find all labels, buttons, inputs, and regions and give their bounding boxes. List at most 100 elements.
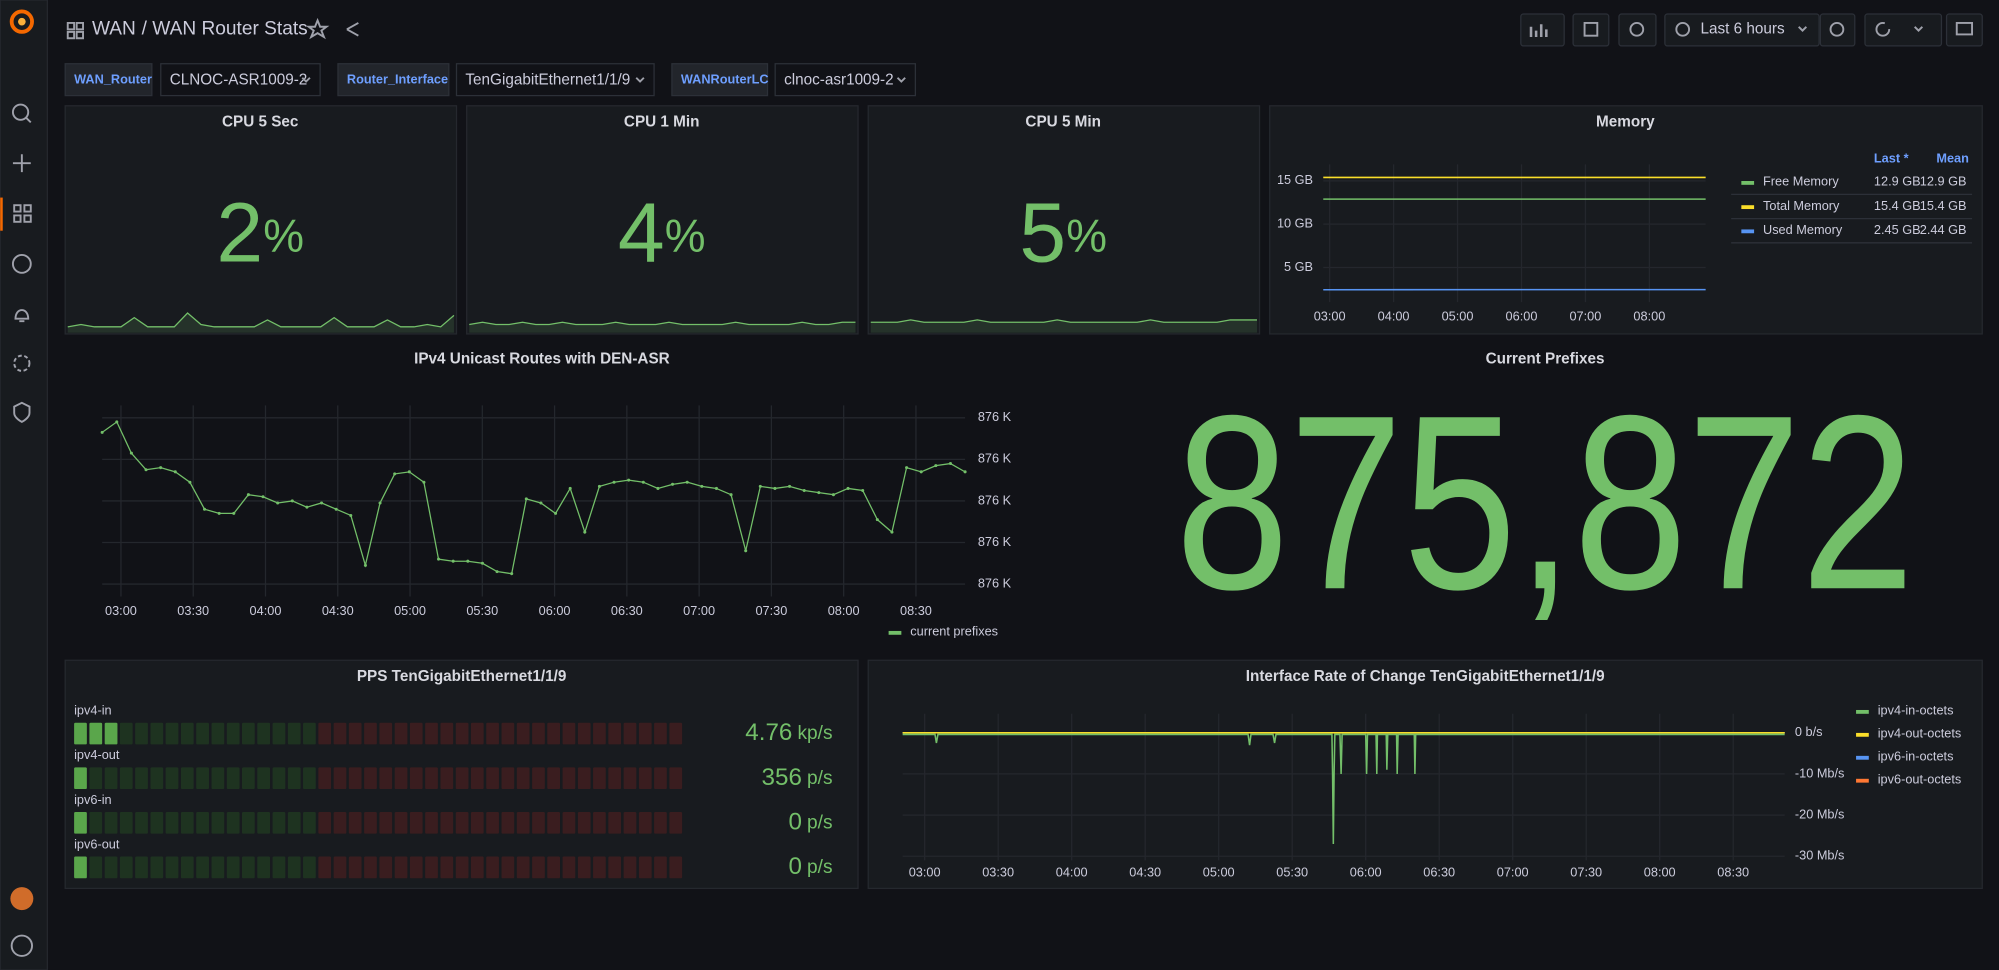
star-button[interactable] [305,17,330,40]
gauge-cell [470,856,484,879]
x-tick-label: 04:00 [1056,864,1088,879]
stat-number: 2 [216,186,263,280]
y-tick-label: -10 Mb/s [1795,765,1845,780]
variable-select[interactable] [160,63,321,97]
gauge-cell [486,811,499,834]
config-icon[interactable] [13,354,31,372]
legend-value: 2.45 GB [1874,222,1921,237]
series-point [100,430,104,434]
alerting-icon[interactable] [14,309,30,323]
gauge-cell [348,856,362,879]
create-icon[interactable] [12,154,31,173]
x-tick-label: 05:30 [466,603,498,618]
series-point [568,486,572,490]
dashboards-icon[interactable] [13,204,32,223]
gauge-cell [135,856,148,879]
legend-value: 2.44 GB [1920,222,1967,237]
panel [64,105,458,335]
sparkline [870,319,1257,323]
settings-button[interactable] [1618,13,1657,47]
series-point [846,486,850,490]
gauge-cell [150,856,164,879]
avatar[interactable] [10,887,34,911]
time-range: Last 6 hours [1701,20,1785,37]
gauge-cell [333,856,347,879]
gauge-cell [119,811,133,834]
x-tick-label: 04:00 [1378,309,1410,324]
chevron [896,77,906,83]
gauge-cell [364,767,377,790]
series-line [101,420,966,575]
shield-icon[interactable] [13,401,31,423]
gauge-cell [562,811,576,834]
search-icon[interactable] [11,103,30,121]
share-button[interactable] [346,22,359,37]
panel [867,105,1261,335]
gauge-label: ipv4-in [74,703,112,718]
gauge-cell [150,811,164,834]
variable-select[interactable] [455,63,655,97]
gauge-cell [547,722,561,745]
logo[interactable] [9,9,34,34]
explore-icon[interactable] [11,253,32,274]
series-point [422,480,426,484]
gauge-label: ipv6-in [74,792,112,807]
series-point [539,501,543,505]
legend-label: Free Memory [1763,174,1839,189]
gauge-cell [516,722,530,745]
series-point [144,468,148,472]
gauge-cell [241,767,255,790]
sparkline [67,312,455,328]
gauge-cell [287,767,301,790]
time-picker[interactable] [1664,13,1820,47]
zoom-out-button[interactable] [1819,13,1856,47]
gauge-cell [623,767,637,790]
gauge-cell [211,811,225,834]
gauge-cell [272,767,286,790]
variable-select[interactable] [774,63,917,97]
gauge-cell [547,856,561,879]
gauge-cell [608,811,622,834]
gauge-cell [547,767,561,790]
x-tick-label: 07:00 [683,603,715,618]
x-tick-label: 06:30 [611,603,643,618]
gauge-cell [318,722,332,745]
gauge-cell [394,722,408,745]
breadcrumb-folder[interactable]: WAN [92,18,136,39]
refresh-button[interactable] [1864,13,1943,47]
gauge-cell [272,811,286,834]
series-point [905,466,909,470]
legend-value: 12.9 GB [1920,174,1967,189]
series-point [495,570,499,574]
help-icon[interactable] [10,934,34,957]
tv-button[interactable] [1945,13,1983,47]
series-point [334,507,338,511]
series-point [115,420,119,424]
gauge-value: 4.76 kp/s [745,720,832,747]
gauge-cell [303,856,316,879]
gauge-cell [562,722,576,745]
series-point [188,480,192,484]
gauge-cell [303,722,316,745]
gauge-cell [348,722,362,745]
gauge-value: 356 p/s [762,764,833,791]
y-tick-label: 10 GB [1277,216,1313,231]
gauge-cell [272,722,286,745]
gauge-cell [364,811,377,834]
x-tick-label: 03:00 [909,864,941,879]
save-button[interactable] [1572,13,1610,47]
clock-icon [1675,21,1691,37]
gauge-cell [135,811,148,834]
series-point [159,466,163,470]
gauge-cell [257,811,271,834]
series-point [817,491,821,495]
gauge-cell [577,767,591,790]
gauge-cell [562,856,576,879]
series-point [480,561,484,565]
variable-value: TenGigabitEthernet1/1/9 [465,71,630,88]
gauge-cell [196,856,209,879]
stat-value: 5% [1019,186,1107,280]
x-tick-label: 03:00 [1314,309,1346,324]
x-tick-label: 05:30 [1276,864,1308,879]
series-point [583,530,587,534]
